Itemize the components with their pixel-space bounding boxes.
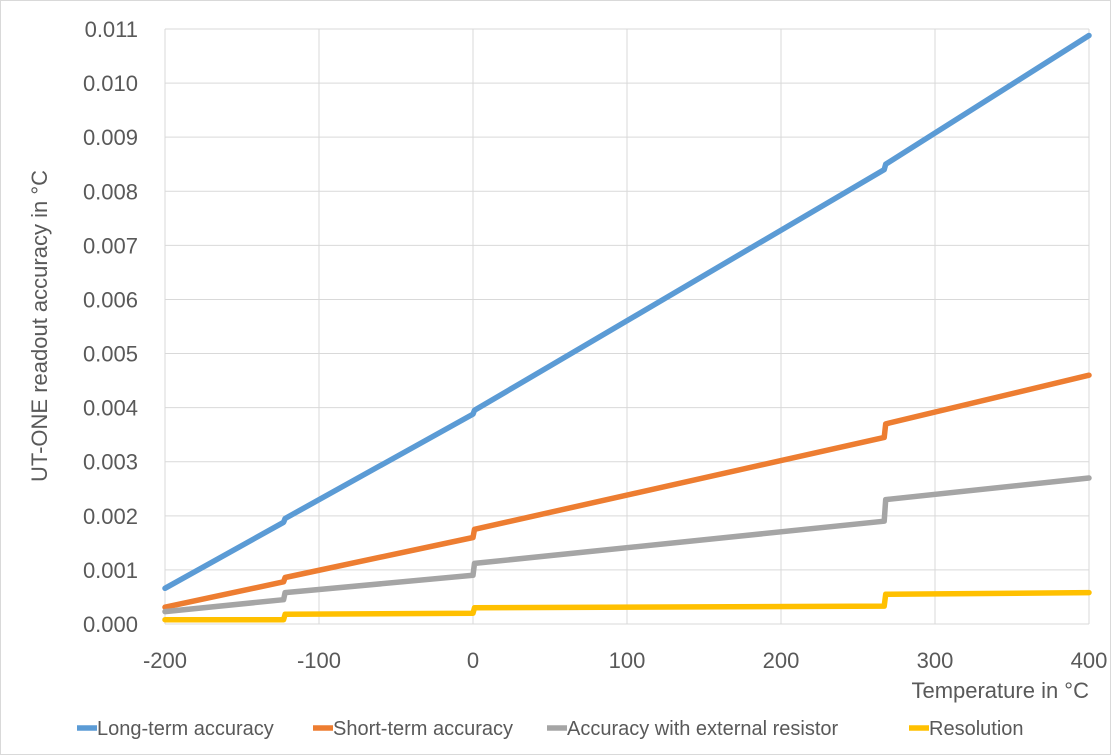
- y-tick-label: 0.009: [83, 125, 138, 150]
- x-tick-label: -100: [297, 648, 341, 673]
- series-line-2: [162, 372, 1092, 610]
- y-tick-label: 0.010: [83, 71, 138, 96]
- x-tick-label: 100: [609, 648, 646, 673]
- x-axis-title: Temperature in °C: [911, 678, 1089, 703]
- x-axis-ticks: -200 -100 0 100 200 300 400: [143, 648, 1107, 673]
- y-tick-label: 0.001: [83, 558, 138, 583]
- y-tick-label: 0.003: [83, 450, 138, 475]
- series-line-3: [162, 475, 1092, 615]
- x-tick-label: 0: [467, 648, 479, 673]
- y-tick-label: 0.007: [83, 233, 138, 258]
- x-tick-label: -200: [143, 648, 187, 673]
- y-tick-label: 0.000: [83, 612, 138, 637]
- legend: Long-term accuracy Short-term accuracy Acc…: [77, 718, 1024, 740]
- y-tick-label: 0.008: [83, 179, 138, 204]
- y-axis-title: UT-ONE readout accuracy in °C: [27, 170, 52, 482]
- series-line-1: [162, 32, 1092, 592]
- y-tick-label: 0.002: [83, 504, 138, 529]
- legend-label: Short-term accuracy: [333, 718, 513, 740]
- x-tick-label: 200: [763, 648, 800, 673]
- y-tick-label: 0.005: [83, 342, 138, 367]
- y-tick-label: 0.004: [83, 396, 138, 421]
- gridlines: [164, 28, 1090, 625]
- series-line-4: [162, 589, 1092, 623]
- series-lines: [162, 32, 1092, 623]
- x-tick-label: 400: [1071, 648, 1108, 673]
- x-tick-label: 300: [917, 648, 954, 673]
- legend-label: Accuracy with external resistor: [567, 718, 839, 740]
- y-axis-ticks: 0.000 0.001 0.002 0.003 0.004 0.005 0.006 0.007…: [83, 17, 138, 637]
- legend-label: Resolution: [929, 718, 1024, 740]
- y-tick-label: 0.006: [83, 287, 138, 312]
- legend-label: Long-term accuracy: [97, 718, 274, 740]
- y-tick-label: 0.011: [85, 17, 138, 42]
